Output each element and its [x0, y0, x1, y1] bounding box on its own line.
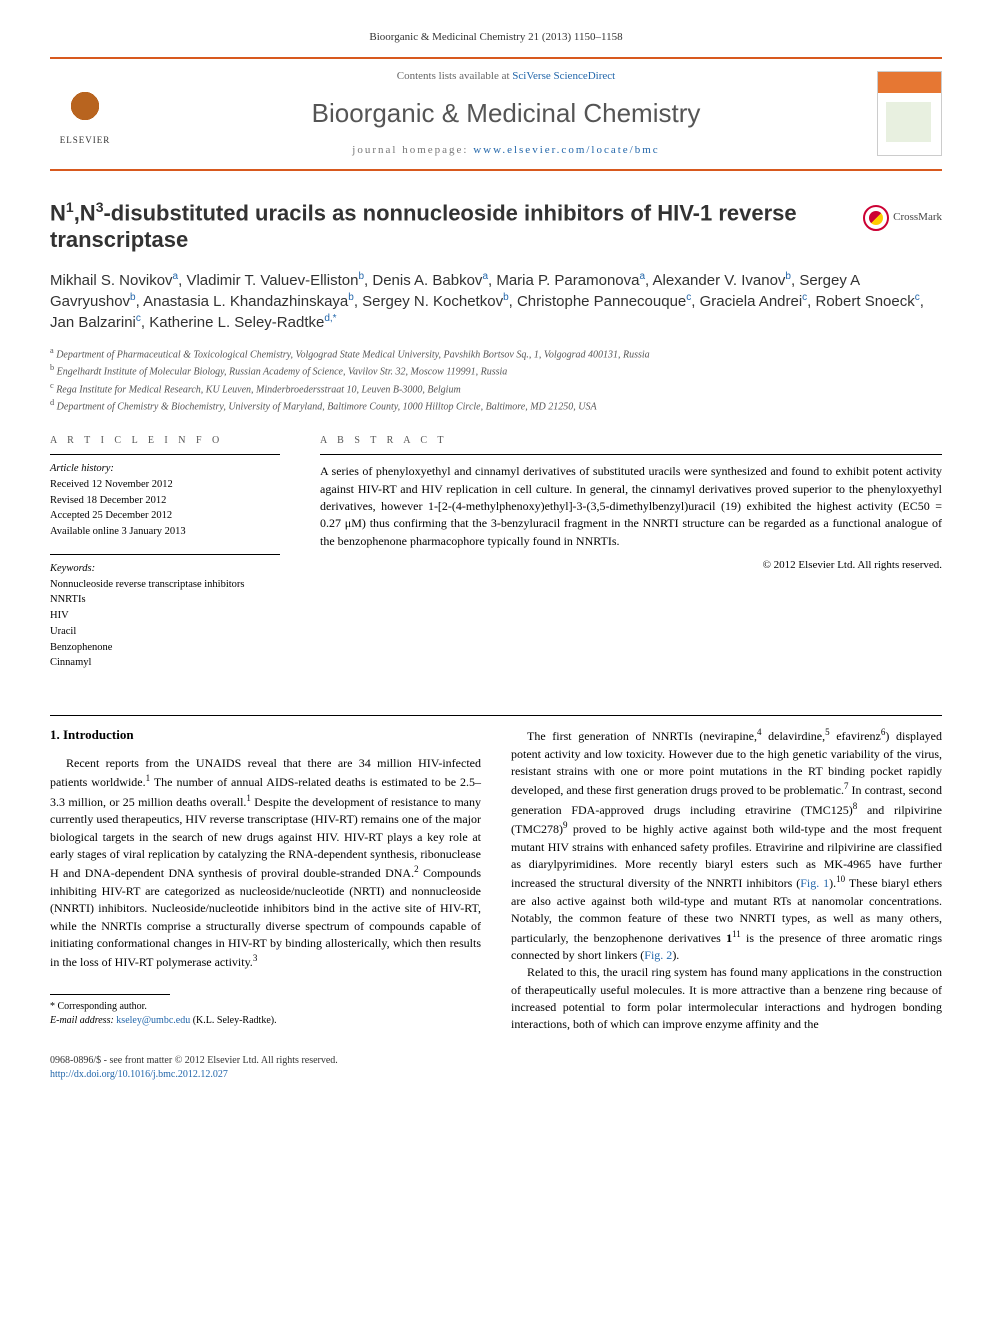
journal-name: Bioorganic & Medicinal Chemistry: [135, 95, 877, 131]
elsevier-tree-icon: [60, 81, 110, 131]
intro-paragraph-1: Recent reports from the UNAIDS reveal th…: [50, 755, 481, 972]
journal-header: ELSEVIER Contents lists available at Sci…: [50, 57, 942, 170]
sciencedirect-link[interactable]: SciVerse ScienceDirect: [512, 70, 615, 82]
publisher-name: ELSEVIER: [60, 134, 111, 147]
intro-paragraph-3: Related to this, the uracil ring system …: [511, 964, 942, 1034]
homepage-prefix: journal homepage:: [352, 144, 473, 156]
footnote-separator: [50, 994, 170, 995]
received-date: Received 12 November 2012: [50, 477, 280, 493]
revised-date: Revised 18 December 2012: [50, 493, 280, 509]
corresponding-email-link[interactable]: kseley@umbc.edu: [116, 1015, 190, 1026]
article-info-heading: A R T I C L E I N F O: [50, 434, 280, 448]
journal-homepage-line: journal homepage: www.elsevier.com/locat…: [135, 143, 877, 158]
email-label: E-mail address:: [50, 1015, 114, 1026]
abstract-heading: A B S T R A C T: [320, 434, 942, 448]
crossmark-label: CrossMark: [893, 210, 942, 225]
article-title: N1,N3-disubstituted uracils as nonnucleo…: [50, 199, 942, 254]
header-center: Contents lists available at SciVerse Sci…: [135, 69, 877, 158]
abstract-copyright: © 2012 Elsevier Ltd. All rights reserved…: [320, 558, 942, 573]
affiliation-a: a Department of Pharmaceutical & Toxicol…: [50, 345, 942, 362]
email-footnote: E-mail address: kseley@umbc.edu (K.L. Se…: [50, 1014, 481, 1028]
keywords-label: Keywords:: [50, 561, 280, 577]
keyword: Benzophenone: [50, 640, 280, 656]
affiliation-c: c Rega Institute for Medical Research, K…: [50, 380, 942, 397]
abstract-column: A B S T R A C T A series of phenyloxyeth…: [320, 434, 942, 685]
article-info-column: A R T I C L E I N F O Article history: R…: [50, 434, 280, 685]
keyword: NNRTIs: [50, 592, 280, 608]
corresponding-author-note: * Corresponding author.: [50, 1000, 481, 1014]
keyword: Uracil: [50, 624, 280, 640]
homepage-link[interactable]: www.elsevier.com/locate/bmc: [473, 144, 659, 156]
online-date: Available online 3 January 2013: [50, 524, 280, 540]
issn-line: 0968-0896/$ - see front matter © 2012 El…: [50, 1054, 942, 1068]
intro-paragraph-2: The first generation of NNRTIs (nevirapi…: [511, 726, 942, 964]
accepted-date: Accepted 25 December 2012: [50, 508, 280, 524]
abstract-text: A series of phenyloxyethyl and cinnamyl …: [320, 454, 942, 550]
contents-available-line: Contents lists available at SciVerse Sci…: [135, 69, 877, 84]
page-footer: 0968-0896/$ - see front matter © 2012 El…: [50, 1054, 942, 1082]
doi-link[interactable]: http://dx.doi.org/10.1016/j.bmc.2012.12.…: [50, 1069, 228, 1080]
section-divider: [50, 715, 942, 716]
affiliations: a Department of Pharmaceutical & Toxicol…: [50, 345, 942, 414]
section-1-heading: 1. Introduction: [50, 726, 481, 745]
body-text-columns: 1. Introduction Recent reports from the …: [50, 726, 942, 1034]
contents-prefix: Contents lists available at: [397, 70, 512, 82]
author-list: Mikhail S. Novikova, Vladimir T. Valuev-…: [50, 270, 942, 333]
history-label: Article history:: [50, 461, 280, 477]
keyword: Cinnamyl: [50, 655, 280, 671]
article-history-block: Article history: Received 12 November 20…: [50, 454, 280, 540]
keywords-block: Keywords: Nonnucleoside reverse transcri…: [50, 554, 280, 671]
journal-reference: Bioorganic & Medicinal Chemistry 21 (201…: [50, 30, 942, 45]
journal-cover-thumbnail[interactable]: [877, 71, 942, 156]
affiliation-d: d Department of Chemistry & Biochemistry…: [50, 397, 942, 414]
affiliation-b: b Engelhardt Institute of Molecular Biol…: [50, 362, 942, 379]
info-abstract-row: A R T I C L E I N F O Article history: R…: [50, 434, 942, 685]
keyword: Nonnucleoside reverse transcriptase inhi…: [50, 577, 280, 593]
crossmark-icon: [863, 205, 889, 231]
crossmark-badge[interactable]: CrossMark: [863, 205, 942, 231]
email-author-name: (K.L. Seley-Radtke).: [193, 1015, 277, 1026]
keyword: HIV: [50, 608, 280, 624]
elsevier-logo[interactable]: ELSEVIER: [50, 74, 120, 154]
